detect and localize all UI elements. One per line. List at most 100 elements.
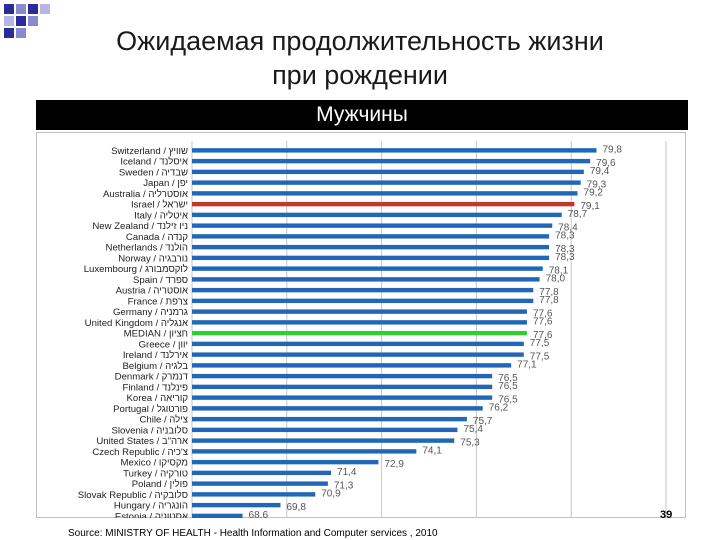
value-label: 79,6 bbox=[596, 158, 616, 169]
value-label: 77,1 bbox=[517, 359, 537, 370]
bar bbox=[192, 309, 527, 314]
category-label: Korea / קוריאה bbox=[127, 393, 189, 404]
bar bbox=[192, 502, 281, 508]
category-label: Italy / איטליה bbox=[134, 209, 188, 221]
value-label: 75,4 bbox=[463, 424, 483, 435]
bar bbox=[192, 492, 316, 497]
value-label: 76,5 bbox=[498, 395, 518, 406]
category-label: Czech Republic / צ'כיה bbox=[92, 447, 188, 458]
bar bbox=[192, 330, 527, 336]
value-label: 69,8 bbox=[286, 502, 306, 513]
category-label: Germany / גרמניה bbox=[113, 307, 188, 318]
bar bbox=[192, 416, 467, 422]
bar bbox=[192, 459, 379, 465]
category-label: Spain / ספרד bbox=[133, 275, 188, 286]
category-label: Greece / יוון bbox=[139, 339, 188, 350]
value-label: 79,2 bbox=[584, 187, 604, 198]
category-label: Chile / צילה bbox=[139, 414, 188, 426]
value-label: 77,6 bbox=[533, 316, 553, 327]
bar bbox=[192, 223, 553, 228]
value-label: 76,2 bbox=[489, 402, 509, 413]
category-label: Portugal / פורטוגל bbox=[113, 403, 188, 415]
bar bbox=[192, 373, 493, 379]
category-label: Luxembourg / לוקסמבורג bbox=[84, 263, 188, 275]
bar bbox=[192, 427, 458, 433]
category-label: Turkey / טורקיה bbox=[123, 468, 188, 479]
bar bbox=[192, 287, 534, 293]
value-label: 72,9 bbox=[384, 459, 404, 470]
bar bbox=[192, 212, 562, 218]
bar bbox=[192, 234, 550, 239]
value-label: 71,4 bbox=[337, 467, 357, 478]
bar bbox=[192, 363, 512, 368]
value-label: 79,4 bbox=[590, 166, 610, 177]
value-label: 68,6 bbox=[249, 510, 269, 518]
category-label: Poland / פולין bbox=[132, 478, 188, 490]
category-label: New Zealand / ניו זילנד bbox=[92, 220, 188, 232]
bar bbox=[192, 513, 243, 518]
value-label: 78,1 bbox=[549, 266, 569, 277]
slide-title-line2: при рождении bbox=[272, 60, 448, 90]
value-label: 78,7 bbox=[568, 209, 588, 220]
source-note: Source: MINISTRY OF HEALTH - Health Info… bbox=[68, 528, 438, 539]
page-number: 39 bbox=[660, 509, 673, 521]
bar bbox=[192, 395, 493, 400]
life-expectancy-bar-chart: 677073767982Switzerland / שוויץ79,8Icela… bbox=[78, 141, 667, 518]
bar bbox=[192, 481, 328, 486]
corner-squares-decoration bbox=[4, 4, 50, 38]
value-label: 76,5 bbox=[498, 373, 518, 384]
bar bbox=[192, 255, 550, 261]
bar bbox=[192, 277, 540, 282]
bar bbox=[192, 352, 524, 357]
category-label: Israel / ישראל bbox=[131, 199, 188, 211]
category-label: Australia / אוסטרליה bbox=[103, 188, 188, 200]
slide-title: Ожидаемая продолжительность жизни при ро… bbox=[60, 24, 660, 92]
category-label: Belgium / בלגיה bbox=[122, 360, 188, 372]
bar bbox=[192, 438, 455, 443]
slide-title-line1: Ожидаемая продолжительность жизни bbox=[116, 26, 604, 56]
value-label: 78,3 bbox=[555, 252, 575, 263]
category-label: Slovenia / סלובניה bbox=[111, 424, 188, 436]
bar bbox=[192, 148, 597, 153]
value-label: 75,3 bbox=[460, 438, 480, 449]
chart-banner: Мужчины bbox=[36, 100, 688, 130]
value-label: 77,5 bbox=[530, 352, 550, 363]
value-label: 78,3 bbox=[555, 244, 575, 255]
value-label: 76,5 bbox=[498, 381, 518, 392]
category-label: Japan / יפן bbox=[143, 178, 188, 189]
category-label: Norway / נורבגיה bbox=[118, 253, 188, 264]
bar bbox=[192, 449, 417, 454]
value-label: 75,7 bbox=[473, 416, 493, 427]
value-label: 79,8 bbox=[602, 144, 622, 155]
category-label: France / צרפת bbox=[128, 296, 188, 307]
category-label: Finland / פינלנד bbox=[123, 381, 189, 393]
category-label: Canada / קנדה bbox=[126, 232, 188, 243]
bar bbox=[192, 384, 493, 390]
chart-frame bbox=[36, 132, 686, 518]
value-label: 78,3 bbox=[555, 230, 575, 241]
value-label: 77,6 bbox=[533, 309, 553, 320]
category-label: United States / ארה"ב bbox=[96, 436, 188, 447]
value-label: 74,1 bbox=[422, 445, 442, 456]
category-label: MEDIAN / חציון bbox=[124, 329, 188, 340]
category-label: Slovak Republic / סלובקיה bbox=[78, 489, 188, 501]
value-label: 77,8 bbox=[539, 287, 559, 298]
category-label: Estonia / אסטוניה bbox=[115, 511, 188, 518]
bar bbox=[192, 320, 527, 325]
bar bbox=[192, 298, 534, 304]
bar bbox=[192, 266, 543, 271]
bar bbox=[192, 406, 483, 411]
bar bbox=[192, 341, 524, 347]
bar bbox=[192, 470, 332, 476]
bar bbox=[192, 169, 584, 175]
category-label: Mexico / מקסיקו bbox=[121, 458, 188, 469]
category-label: Hungary / הונגריה bbox=[114, 501, 188, 512]
bar bbox=[192, 191, 578, 196]
value-label: 77,5 bbox=[530, 338, 550, 349]
value-label: 78,4 bbox=[558, 223, 578, 234]
value-label: 78,0 bbox=[546, 273, 566, 284]
bar bbox=[192, 158, 591, 164]
bar bbox=[192, 244, 550, 250]
category-label: Iceland / איסלנד bbox=[120, 156, 188, 168]
value-label: 70,9 bbox=[321, 488, 341, 499]
